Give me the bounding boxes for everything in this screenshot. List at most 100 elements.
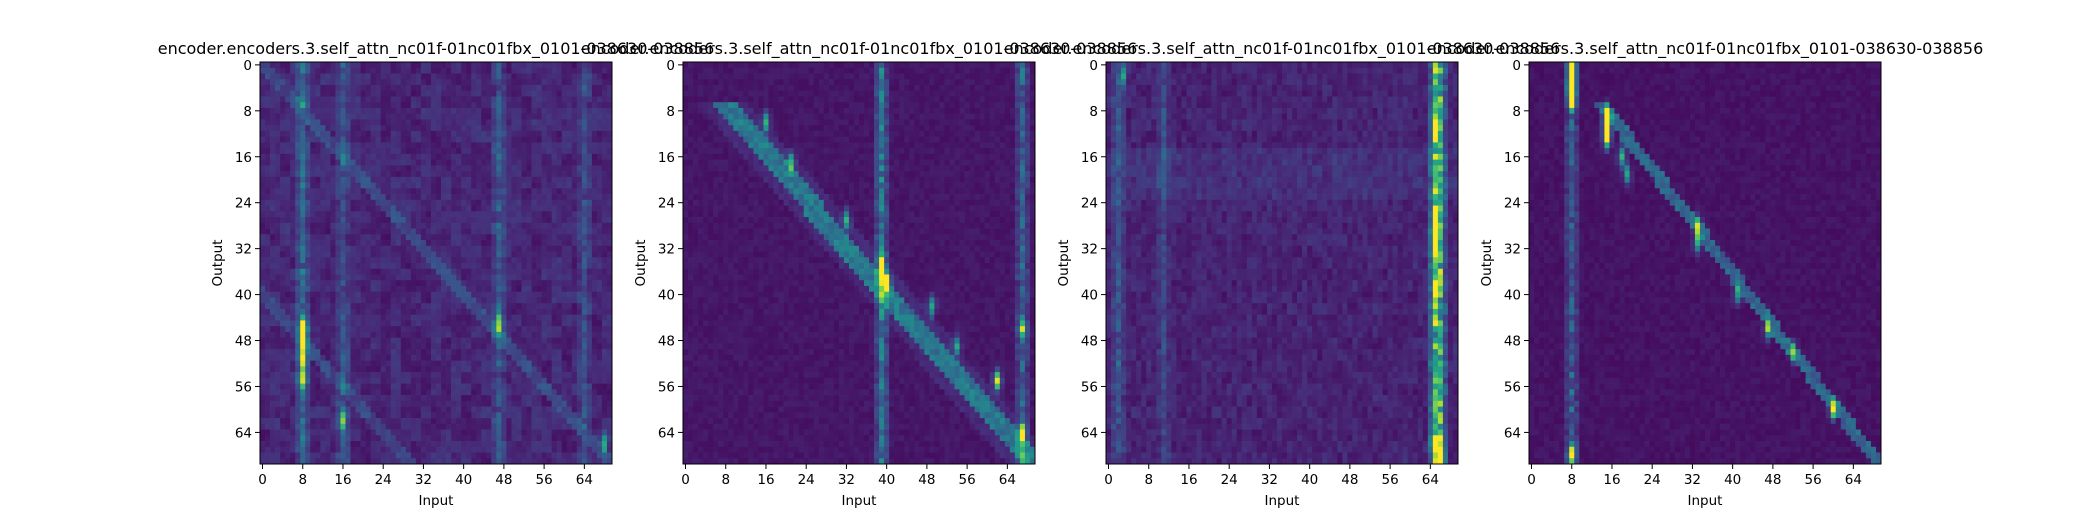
heatmap-cell [506,263,512,270]
heatmap-cell [596,372,603,379]
heatmap-cell [581,412,588,419]
heatmap-cell [330,90,336,97]
heatmap-cell [466,245,472,252]
heatmap-cell [355,297,361,304]
heatmap-cell [415,314,422,321]
heatmap-cell [506,182,512,189]
heatmap-cell [370,423,377,430]
heatmap-cell [521,102,527,109]
heatmap-cell [486,79,492,86]
heatmap-cell [360,199,366,206]
heatmap-cell [425,217,432,224]
heatmap-cell [395,337,402,344]
heatmap-cell [536,176,542,183]
heatmap-cell [571,291,578,298]
heatmap-cell [566,308,573,316]
heatmap-cell [425,383,432,390]
heatmap-cell [310,349,316,356]
heatmap-cell [506,113,512,120]
heatmap-cell [290,383,296,390]
heatmap-cell [285,326,291,333]
heatmap-cell [496,383,502,390]
heatmap-cell [536,194,542,201]
heatmap-cell [350,349,356,356]
heatmap-cell [355,441,361,448]
heatmap-cell [310,400,316,407]
heatmap-cell [315,148,321,155]
heatmap-cell [330,148,336,155]
heatmap-cell [551,268,558,275]
heatmap-cell [561,303,568,310]
heatmap-cell [546,90,553,97]
heatmap-cell [415,446,422,453]
heatmap-cell [315,102,321,109]
heatmap-cell [516,148,522,155]
heatmap-cell [325,337,331,344]
heatmap-cell [260,205,266,212]
heatmap-cell [456,297,462,304]
heatmap-cell [300,337,306,344]
heatmap-cell [526,441,532,448]
heatmap-cell [305,90,311,97]
heatmap-cell [355,245,361,252]
heatmap-cell [536,291,542,298]
heatmap-cell [430,234,437,241]
heatmap-cell [360,418,366,425]
heatmap-cell [370,96,377,103]
heatmap-cell [561,130,568,137]
heatmap-cell [683,62,689,69]
heatmap-cell [561,142,568,149]
heatmap-cell [436,406,442,413]
heatmap-cell [556,90,563,97]
heatmap-cell [270,102,276,109]
heatmap-cell [380,73,387,80]
heatmap-cell [526,452,532,459]
heatmap-cell [365,73,371,80]
heatmap-cell [586,354,593,361]
heatmap-cell [390,188,397,195]
heatmap-cell [451,395,457,402]
heatmap-cell [571,96,578,103]
heatmap-cell [390,343,397,350]
heatmap-cell [310,429,316,436]
heatmap-cell [280,389,286,396]
heatmap-cell [365,136,371,143]
heatmap-cell [395,79,402,86]
heatmap-cell [350,62,356,69]
heatmap-cell [405,395,412,402]
heatmap-cell [315,228,321,235]
heatmap-cell [526,349,532,356]
heatmap-cell [451,406,457,413]
heatmap-cell [305,423,311,430]
heatmap-cell [405,136,412,143]
heatmap-cell [425,366,432,373]
heatmap-cell [471,96,477,103]
heatmap-cell [275,194,281,201]
heatmap-cell [265,251,271,258]
heatmap-cell [325,308,331,316]
heatmap-cell [385,148,392,155]
heatmap-cell [521,176,527,183]
heatmap-cell [295,217,301,224]
heatmap-cell [370,130,377,137]
heatmap-cell [300,142,306,149]
heatmap-cell [350,291,356,298]
heatmap-cell [275,211,281,218]
heatmap-cell [561,79,568,86]
heatmap-cell [446,441,452,448]
heatmap-cell [295,452,301,459]
heatmap-cell [350,194,356,201]
heatmap-cell [481,331,487,338]
heatmap-cell [260,280,266,287]
heatmap-cell [501,366,507,373]
heatmap-cell [305,395,311,402]
heatmap-cell [556,268,563,275]
heatmap-cell [340,222,346,229]
heatmap-cell [415,142,422,149]
heatmap-cell [345,303,351,310]
heatmap-cell [586,331,593,338]
heatmap-cell [516,435,522,442]
heatmap-cell [501,257,507,264]
heatmap-cell [290,441,296,448]
heatmap-cell [305,303,311,310]
